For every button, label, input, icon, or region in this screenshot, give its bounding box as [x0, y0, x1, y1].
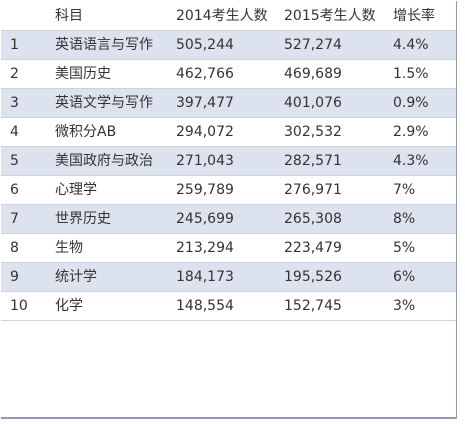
- table-bottom-border: [1, 417, 457, 419]
- rank-cell: 10: [1, 291, 46, 321]
- growth-cell: 3%: [384, 291, 457, 321]
- growth-cell: 8%: [384, 204, 457, 234]
- subject-cell: 化学: [46, 291, 166, 321]
- rank-cell: 6: [1, 175, 46, 205]
- table-row: 7 世界历史 245,699 265,308 8%: [1, 204, 457, 234]
- header-growth: 增长率: [384, 1, 457, 31]
- count-2015-cell: 401,076: [274, 88, 384, 118]
- count-2014-cell: 397,477: [166, 88, 274, 118]
- rank-cell: 5: [1, 146, 46, 176]
- table-row: 10 化学 148,554 152,745 3%: [1, 291, 457, 321]
- count-2014-cell: 213,294: [166, 233, 274, 263]
- count-2014-cell: 245,699: [166, 204, 274, 234]
- count-2015-cell: 265,308: [274, 204, 384, 234]
- growth-cell: 2.9%: [384, 117, 457, 147]
- growth-cell: 7%: [384, 175, 457, 205]
- count-2015-cell: 469,689: [274, 59, 384, 89]
- rank-cell: 4: [1, 117, 46, 147]
- table-row: 5 美国政府与政治 271,043 282,571 4.3%: [1, 146, 457, 176]
- subject-cell: 心理学: [46, 175, 166, 205]
- table-row: 9 统计学 184,173 195,526 6%: [1, 262, 457, 292]
- header-2015: 2015考生人数: [274, 1, 384, 31]
- table-row: 6 心理学 259,789 276,971 7%: [1, 175, 457, 205]
- count-2014-cell: 505,244: [166, 30, 274, 60]
- count-2014-cell: 148,554: [166, 291, 274, 321]
- table-row: 1 英语语言与写作 505,244 527,274 4.4%: [1, 30, 457, 60]
- table-row: 2 美国历史 462,766 469,689 1.5%: [1, 59, 457, 89]
- count-2014-cell: 294,072: [166, 117, 274, 147]
- table-right-border: [456, 1, 457, 417]
- count-2014-cell: 259,789: [166, 175, 274, 205]
- rank-cell: 8: [1, 233, 46, 263]
- count-2015-cell: 527,274: [274, 30, 384, 60]
- header-subject: 科目: [46, 1, 166, 31]
- count-2014-cell: 462,766: [166, 59, 274, 89]
- count-2015-cell: 302,532: [274, 117, 384, 147]
- header-2014: 2014考生人数: [166, 1, 274, 31]
- header-rank: [1, 1, 46, 31]
- count-2015-cell: 223,479: [274, 233, 384, 263]
- subject-cell: 英语语言与写作: [46, 30, 166, 60]
- count-2015-cell: 195,526: [274, 262, 384, 292]
- count-2015-cell: 282,571: [274, 146, 384, 176]
- growth-cell: 5%: [384, 233, 457, 263]
- growth-cell: 1.5%: [384, 59, 457, 89]
- table-row: 3 英语文学与写作 397,477 401,076 0.9%: [1, 88, 457, 118]
- count-2015-cell: 152,745: [274, 291, 384, 321]
- rank-cell: 1: [1, 30, 46, 60]
- subject-cell: 英语文学与写作: [46, 88, 166, 118]
- rank-cell: 9: [1, 262, 46, 292]
- growth-cell: 0.9%: [384, 88, 457, 118]
- subject-cell: 美国政府与政治: [46, 146, 166, 176]
- subject-cell: 统计学: [46, 262, 166, 292]
- rank-cell: 3: [1, 88, 46, 118]
- count-2014-cell: 271,043: [166, 146, 274, 176]
- growth-cell: 4.3%: [384, 146, 457, 176]
- table-row: 8 生物 213,294 223,479 5%: [1, 233, 457, 263]
- ap-exam-table: 科目 2014考生人数 2015考生人数 增长率 1 英语语言与写作 505,2…: [1, 1, 457, 321]
- growth-cell: 6%: [384, 262, 457, 292]
- subject-cell: 美国历史: [46, 59, 166, 89]
- header-row: 科目 2014考生人数 2015考生人数 增长率: [1, 1, 457, 31]
- growth-cell: 4.4%: [384, 30, 457, 60]
- subject-cell: 生物: [46, 233, 166, 263]
- rank-cell: 2: [1, 59, 46, 89]
- subject-cell: 世界历史: [46, 204, 166, 234]
- subject-cell: 微积分AB: [46, 117, 166, 147]
- count-2014-cell: 184,173: [166, 262, 274, 292]
- table-row: 4 微积分AB 294,072 302,532 2.9%: [1, 117, 457, 147]
- count-2015-cell: 276,971: [274, 175, 384, 205]
- rank-cell: 7: [1, 204, 46, 234]
